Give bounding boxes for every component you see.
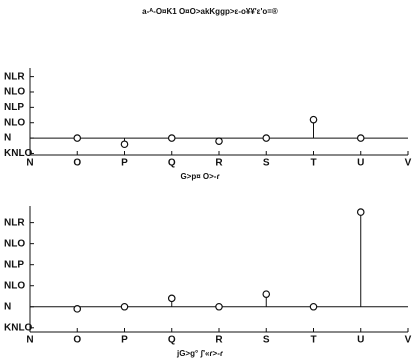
stem-marker (356, 208, 365, 216)
y-tick-label: NLO (4, 87, 25, 98)
stem-marker (309, 302, 318, 311)
x-axis-label: jG>g° ʃ'«ɾ>-ɾ (176, 349, 224, 358)
y-tick-label: NLO (4, 280, 25, 291)
y-tick-label: NLP (4, 102, 24, 113)
stem-marker (167, 294, 176, 303)
x-tick-label: O (73, 335, 81, 346)
stem-marker (73, 305, 82, 313)
x-tick-label: P (121, 335, 128, 346)
y-tick-label: NLR (4, 217, 25, 228)
stem-marker (167, 134, 176, 142)
y-tick-label: N (4, 301, 11, 312)
stem-marker (120, 140, 129, 149)
x-tick-label: S (263, 158, 270, 169)
y-tick-label: N (4, 133, 11, 144)
stem-marker (309, 115, 318, 124)
x-tick-label: Q (168, 158, 176, 169)
x-tick-label: U (357, 158, 364, 169)
stem-marker (215, 137, 223, 145)
x-tick-label: P (121, 158, 128, 169)
chart-title: a-ᴬ-O¤K1 O¤O>akKggp>ε-o¥¥'ε'o=® (142, 7, 278, 16)
x-axis-label: G>p¤ O>-ɾ (180, 172, 220, 181)
stem-marker (262, 290, 271, 298)
x-tick-label: V (405, 158, 412, 169)
x-tick-label: S (263, 335, 270, 346)
y-tick-label: NLO (4, 238, 25, 249)
x-tick-label: R (215, 335, 223, 346)
stem-marker (262, 134, 271, 142)
y-tick-label: KNLO (4, 322, 33, 333)
y-tick-label: NLP (4, 259, 24, 270)
x-tick-label: V (405, 335, 412, 346)
x-tick-label: O (73, 158, 81, 169)
x-tick-label: N (26, 335, 33, 346)
x-tick-label: U (357, 335, 364, 346)
x-tick-label: T (310, 335, 316, 346)
x-tick-label: T (310, 158, 316, 169)
stem-marker (73, 134, 82, 142)
x-tick-label: Q (168, 335, 176, 346)
stem-marker (215, 302, 223, 311)
stem-marker (120, 302, 129, 311)
x-tick-label: R (215, 158, 223, 169)
y-tick-label: NLO (4, 117, 25, 128)
y-tick-label: KNLO (4, 148, 33, 159)
stem-marker (356, 134, 365, 142)
y-tick-label: NLR (4, 71, 25, 82)
x-tick-label: N (26, 158, 33, 169)
